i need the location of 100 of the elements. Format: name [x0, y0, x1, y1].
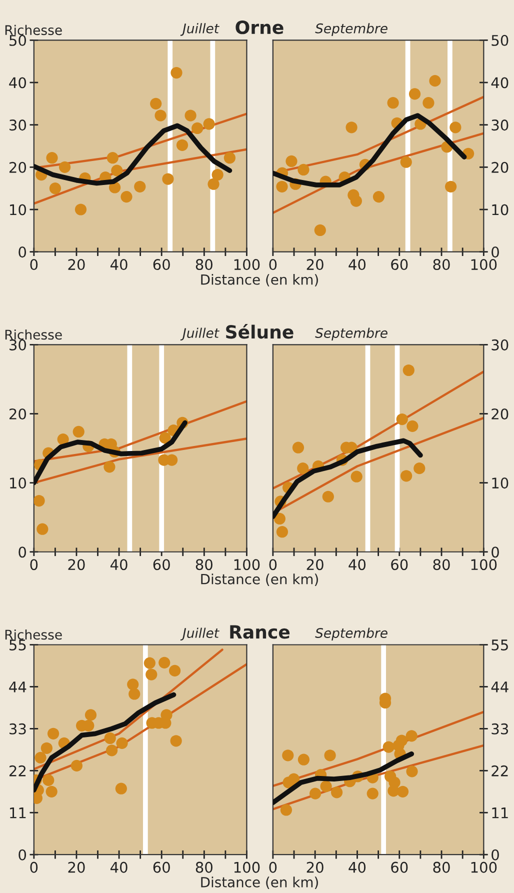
- point: [286, 155, 298, 168]
- y-tick-label: 20: [9, 162, 26, 173]
- y-tick-label: 20: [492, 408, 508, 420]
- point: [104, 461, 116, 473]
- x-tick-label: 60: [153, 259, 170, 270]
- x-tick-label: 100: [234, 259, 260, 270]
- x-axis-title: Distance (en km): [201, 274, 318, 286]
- y-tick-label: 0: [18, 546, 26, 558]
- point: [166, 454, 178, 466]
- y-tick-label: 0: [18, 246, 26, 258]
- point: [324, 750, 336, 762]
- x-tick-label: 40: [348, 559, 366, 570]
- point: [58, 161, 71, 173]
- point: [134, 180, 146, 192]
- chart-subtitle: Septembre: [315, 23, 388, 36]
- x-tick-label: 40: [110, 559, 128, 570]
- x-tick-label: 60: [391, 862, 408, 873]
- point: [72, 426, 84, 438]
- point: [350, 195, 362, 207]
- x-tick-label: 60: [391, 259, 408, 270]
- point: [387, 97, 399, 109]
- y-tick-label: 20: [492, 162, 508, 173]
- point: [46, 152, 58, 164]
- y-tick-label: 40: [9, 77, 26, 88]
- x-tick-label: 80: [196, 259, 212, 270]
- point: [47, 728, 60, 740]
- point: [57, 434, 69, 446]
- point: [429, 75, 441, 87]
- point: [320, 780, 332, 792]
- point: [170, 735, 182, 747]
- point: [104, 732, 116, 744]
- point: [400, 156, 412, 168]
- x-tick-label: 0: [30, 559, 38, 570]
- x-tick-label: 40: [348, 259, 366, 270]
- chart-subtitle: Juillet: [180, 328, 220, 340]
- point: [128, 688, 140, 700]
- point: [408, 88, 421, 100]
- point: [84, 709, 97, 721]
- point: [396, 786, 409, 798]
- y-tick-label: 20: [9, 408, 26, 420]
- point: [116, 737, 128, 749]
- y-tick-label: 30: [492, 339, 508, 350]
- x-tick-label: 40: [348, 862, 366, 873]
- x-tick-label: 80: [196, 862, 212, 873]
- point: [176, 139, 188, 151]
- chart-subtitle: Septembre: [315, 628, 388, 641]
- point: [396, 734, 408, 746]
- point: [70, 760, 83, 772]
- x-axis-title: Distance (en km): [201, 876, 318, 890]
- y-tick-label: 22: [9, 765, 26, 776]
- y-tick-label: 10: [10, 204, 26, 216]
- point: [330, 786, 343, 798]
- x-tick-label: 60: [153, 559, 170, 570]
- x-tick-label: 80: [433, 559, 450, 570]
- y-tick-label: 30: [10, 339, 26, 350]
- y-tick-label: 0: [492, 849, 499, 860]
- point: [350, 470, 362, 482]
- point: [292, 442, 304, 454]
- point: [274, 512, 286, 525]
- x-tick-label: 100: [471, 259, 497, 270]
- point: [127, 678, 139, 690]
- point: [42, 774, 54, 786]
- chart-subtitle: Juillet: [180, 23, 220, 36]
- point: [111, 164, 123, 176]
- point: [298, 164, 310, 176]
- x-tick-label: 0: [30, 862, 38, 873]
- point: [276, 180, 288, 192]
- x-tick-label: 0: [269, 259, 277, 270]
- y-tick-label: 55: [492, 640, 508, 650]
- x-tick-label: 60: [153, 862, 170, 873]
- point: [192, 122, 204, 134]
- point: [158, 656, 170, 668]
- chart-subtitle: Juillet: [180, 628, 220, 640]
- point: [184, 110, 196, 122]
- x-tick-label: 40: [110, 862, 128, 873]
- point: [309, 788, 322, 800]
- point: [162, 173, 174, 185]
- x-tick-label: 40: [110, 259, 128, 270]
- point: [450, 122, 462, 134]
- point: [402, 364, 414, 376]
- x-tick-label: 0: [269, 862, 277, 873]
- point: [276, 526, 288, 538]
- y-tick-label: 30: [492, 120, 508, 131]
- point: [298, 754, 310, 766]
- point: [282, 750, 294, 762]
- point: [297, 462, 309, 474]
- point: [414, 462, 426, 474]
- point: [406, 420, 418, 432]
- point: [280, 804, 292, 816]
- point: [144, 657, 156, 669]
- x-tick-label: 100: [471, 559, 497, 570]
- y-tick-label: 10: [492, 478, 508, 489]
- point: [168, 664, 181, 676]
- chart-title: Rance: [230, 625, 290, 639]
- line-series: [272, 751, 414, 806]
- x-tick-label: 20: [306, 259, 324, 270]
- x-tick-label: 20: [306, 862, 324, 873]
- point: [366, 788, 378, 800]
- x-tick-label: 80: [433, 862, 450, 873]
- y-tick-label: 10: [10, 478, 26, 489]
